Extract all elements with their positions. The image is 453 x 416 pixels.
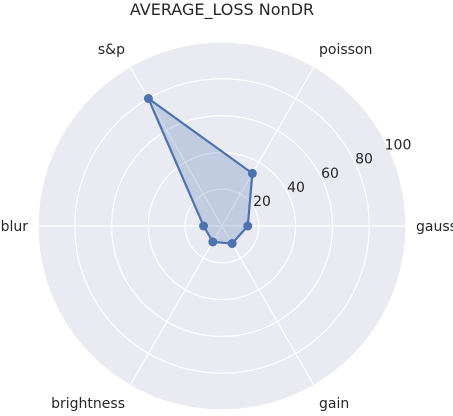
grid-spokes (38, 66, 406, 386)
category-labels: gauss poisson s&p blur brightness gain (1, 42, 453, 412)
category-label: gauss (416, 219, 453, 235)
data-point-brightness (208, 237, 218, 247)
data-point-gain (227, 239, 237, 249)
r-tick-label: 100 (385, 138, 412, 154)
r-tick-label: 60 (321, 166, 339, 182)
data-point-sp (143, 94, 153, 104)
data-point-poisson (247, 168, 257, 178)
r-tick-label: 80 (355, 152, 373, 168)
category-label: blur (1, 219, 29, 235)
category-label: gain (319, 396, 349, 412)
data-point-blur (199, 221, 209, 231)
r-tick-labels: 20 40 60 80 100 (253, 138, 411, 210)
r-tick-label: 40 (287, 180, 305, 196)
chart-title: AVERAGE_LOSS NonDR (130, 0, 314, 20)
grid-spoke-2 (129, 66, 223, 227)
grid-spoke-5 (221, 225, 315, 386)
grid-spoke-4 (129, 225, 223, 386)
r-tick-label: 20 (253, 194, 271, 210)
category-label: poisson (319, 42, 372, 58)
category-label: brightness (51, 396, 125, 412)
series-layer (143, 94, 257, 249)
grid-spoke-1 (221, 66, 315, 227)
series-0-area (148, 98, 253, 244)
data-point-gauss (243, 221, 253, 231)
category-label: s&p (98, 42, 125, 58)
